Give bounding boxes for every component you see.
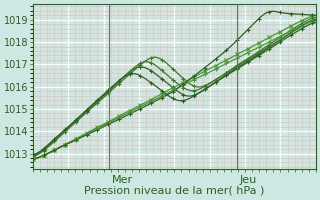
Text: Jeu: Jeu: [239, 175, 257, 185]
Text: Mer: Mer: [112, 175, 133, 185]
X-axis label: Pression niveau de la mer( hPa ): Pression niveau de la mer( hPa ): [84, 186, 265, 196]
